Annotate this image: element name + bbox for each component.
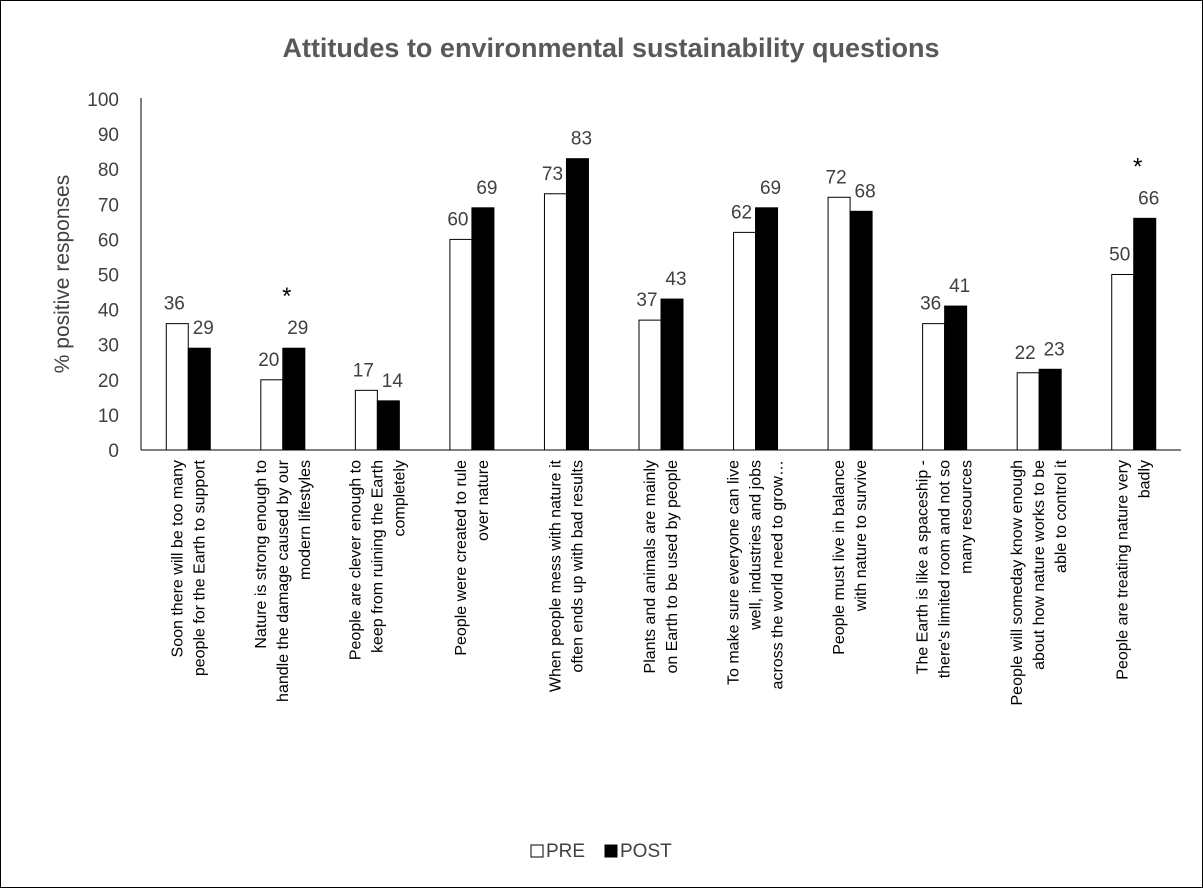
data-label-pre: 50: [1109, 245, 1130, 266]
bar-post: [282, 347, 306, 451]
y-tick-label: 70: [98, 195, 119, 216]
data-label-pre: 36: [164, 294, 185, 315]
significance-marker: *: [1133, 153, 1142, 180]
chart-title: Attitudes to environmental sustainabilit…: [282, 33, 939, 63]
data-label-pre: 17: [353, 360, 374, 381]
bar-pre: [827, 196, 851, 451]
y-tick-label: 50: [98, 266, 119, 287]
bar-post: [376, 400, 400, 451]
y-tick-label: 90: [98, 125, 119, 146]
category-label: People will someday know enough about how…: [1009, 459, 1070, 705]
data-label-pre: 22: [1015, 343, 1036, 364]
data-label-post: 66: [1138, 188, 1159, 209]
legend-swatch: [530, 844, 544, 858]
bar-post: [944, 305, 968, 451]
category-labels: Soon there will be too many people for th…: [169, 459, 1153, 705]
data-label-post: 29: [193, 318, 214, 339]
data-label-post: 43: [665, 269, 686, 290]
category-label: Soon there will be too many people for th…: [169, 459, 208, 676]
bars: [165, 158, 1157, 451]
data-label-post: 14: [382, 371, 404, 392]
bar-post: [565, 158, 589, 451]
y-tick-label: 0: [108, 441, 119, 462]
y-tick-label: 30: [98, 336, 119, 357]
bar-pre: [638, 319, 662, 451]
bar-pre: [1111, 274, 1135, 451]
legend-label: POST: [620, 841, 672, 862]
bar-post: [1038, 368, 1062, 451]
category-label: People must live in balance with nature t…: [831, 460, 870, 655]
data-label-post: 23: [1044, 339, 1065, 360]
bar-post: [187, 347, 211, 451]
data-labels: 36 29 20 29 17 14 60 69 73 83 37 43 62 69 72 68 36 41 22 23…: [164, 129, 1160, 392]
bar-pre: [354, 389, 378, 451]
bar-pre: [733, 231, 757, 451]
legend-label: PRE: [546, 841, 585, 862]
bar-post: [660, 298, 684, 451]
significance-marker: *: [282, 283, 291, 310]
bar-post: [471, 207, 495, 451]
y-tick-label: 60: [98, 230, 119, 251]
data-label-pre: 60: [447, 209, 468, 230]
bar-pre: [922, 323, 946, 451]
y-axis-label: % positive responses: [51, 175, 74, 373]
data-label-pre: 36: [920, 294, 941, 315]
y-tick-labels: 0 10 20 30 40 50 60 70 80 90 100: [87, 90, 119, 462]
category-label: To make sure everyone can live well, indu…: [726, 460, 787, 690]
data-label-post: 83: [571, 129, 592, 150]
annotations: **: [282, 153, 1142, 310]
legend: PRE POST: [530, 841, 672, 862]
bar-pre: [1016, 372, 1040, 451]
category-label: The Earth is like a spaceship - there's l…: [915, 460, 976, 678]
y-tick-label: 40: [98, 301, 119, 322]
bar-pre: [260, 379, 284, 451]
bar-pre: [449, 238, 473, 451]
category-label: When people mess with nature it often end…: [547, 459, 586, 692]
category-label: People are treating nature very badly: [1115, 460, 1154, 680]
bar-pre: [543, 193, 567, 451]
data-label-pre: 37: [636, 290, 657, 311]
data-label-post: 69: [476, 178, 497, 199]
data-label-pre: 62: [731, 202, 752, 223]
data-label-pre: 72: [826, 167, 847, 188]
data-label-post: 41: [949, 276, 970, 297]
y-tick-label: 10: [98, 406, 119, 427]
data-label-post: 69: [760, 178, 781, 199]
y-tick-label: 80: [98, 160, 119, 181]
bar-post: [849, 210, 873, 451]
data-label-post: 68: [855, 181, 876, 202]
bar-post: [755, 207, 779, 451]
bar-post: [1133, 217, 1157, 451]
data-label-pre: 73: [542, 164, 563, 185]
data-label-post: 29: [287, 318, 308, 339]
legend-swatch: [604, 844, 618, 858]
bar-pre: [165, 323, 189, 451]
category-label: People are clever enough to keep from rui…: [347, 460, 408, 660]
y-tick-label: 100: [87, 90, 119, 111]
category-label: Plants and animals are mainly on Earth to…: [642, 460, 681, 674]
data-label-pre: 20: [258, 350, 279, 371]
category-label: People were created to rule over nature: [453, 460, 492, 656]
y-tick-label: 20: [98, 371, 119, 392]
category-label: Nature is strong enough to handle the dam…: [253, 459, 314, 702]
